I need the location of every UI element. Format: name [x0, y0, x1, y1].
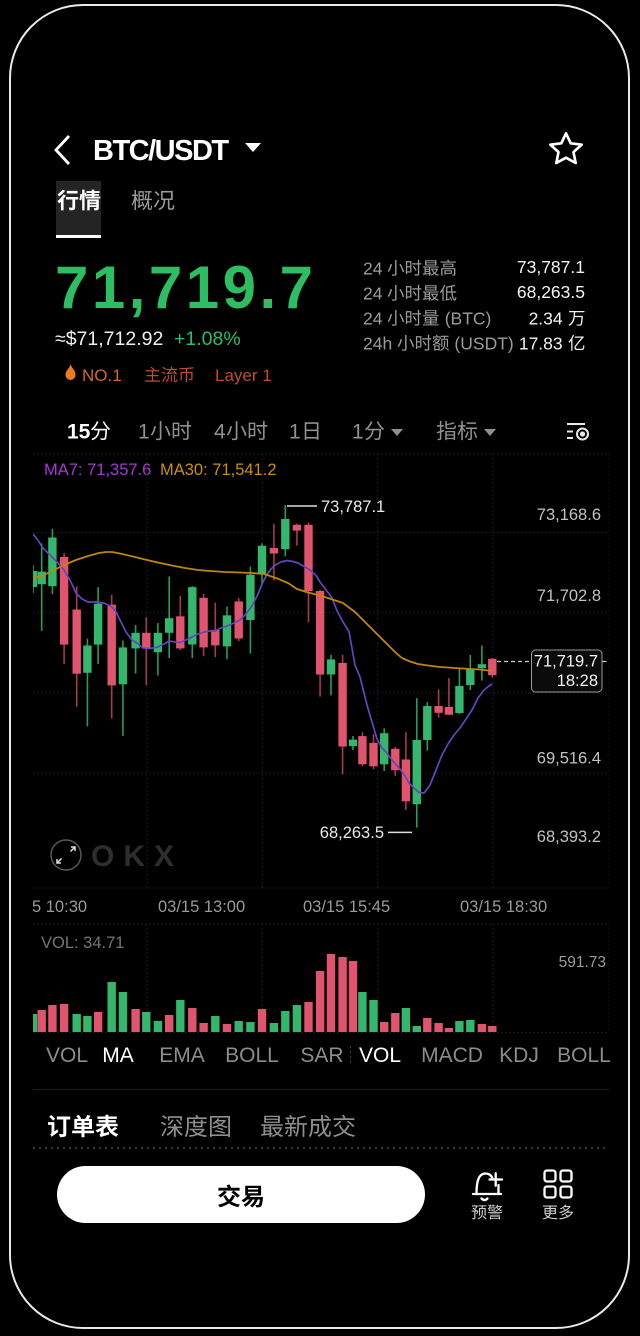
- svg-text:71,702.8: 71,702.8: [537, 587, 601, 605]
- svg-text:68,263.5: 68,263.5: [320, 824, 384, 842]
- svg-text:VOL: 34.71: VOL: 34.71: [41, 934, 124, 952]
- svg-text:71,719.7: 71,719.7: [534, 653, 598, 671]
- svg-text:73,787.1: 73,787.1: [321, 498, 385, 516]
- svg-text:68,393.2: 68,393.2: [537, 828, 601, 846]
- svg-text:OKX: OKX: [91, 840, 183, 873]
- svg-text:69,516.4: 69,516.4: [537, 749, 601, 767]
- svg-text:73,168.6: 73,168.6: [537, 506, 601, 524]
- svg-text:18:28: 18:28: [557, 672, 598, 690]
- svg-text:591.73: 591.73: [559, 954, 606, 971]
